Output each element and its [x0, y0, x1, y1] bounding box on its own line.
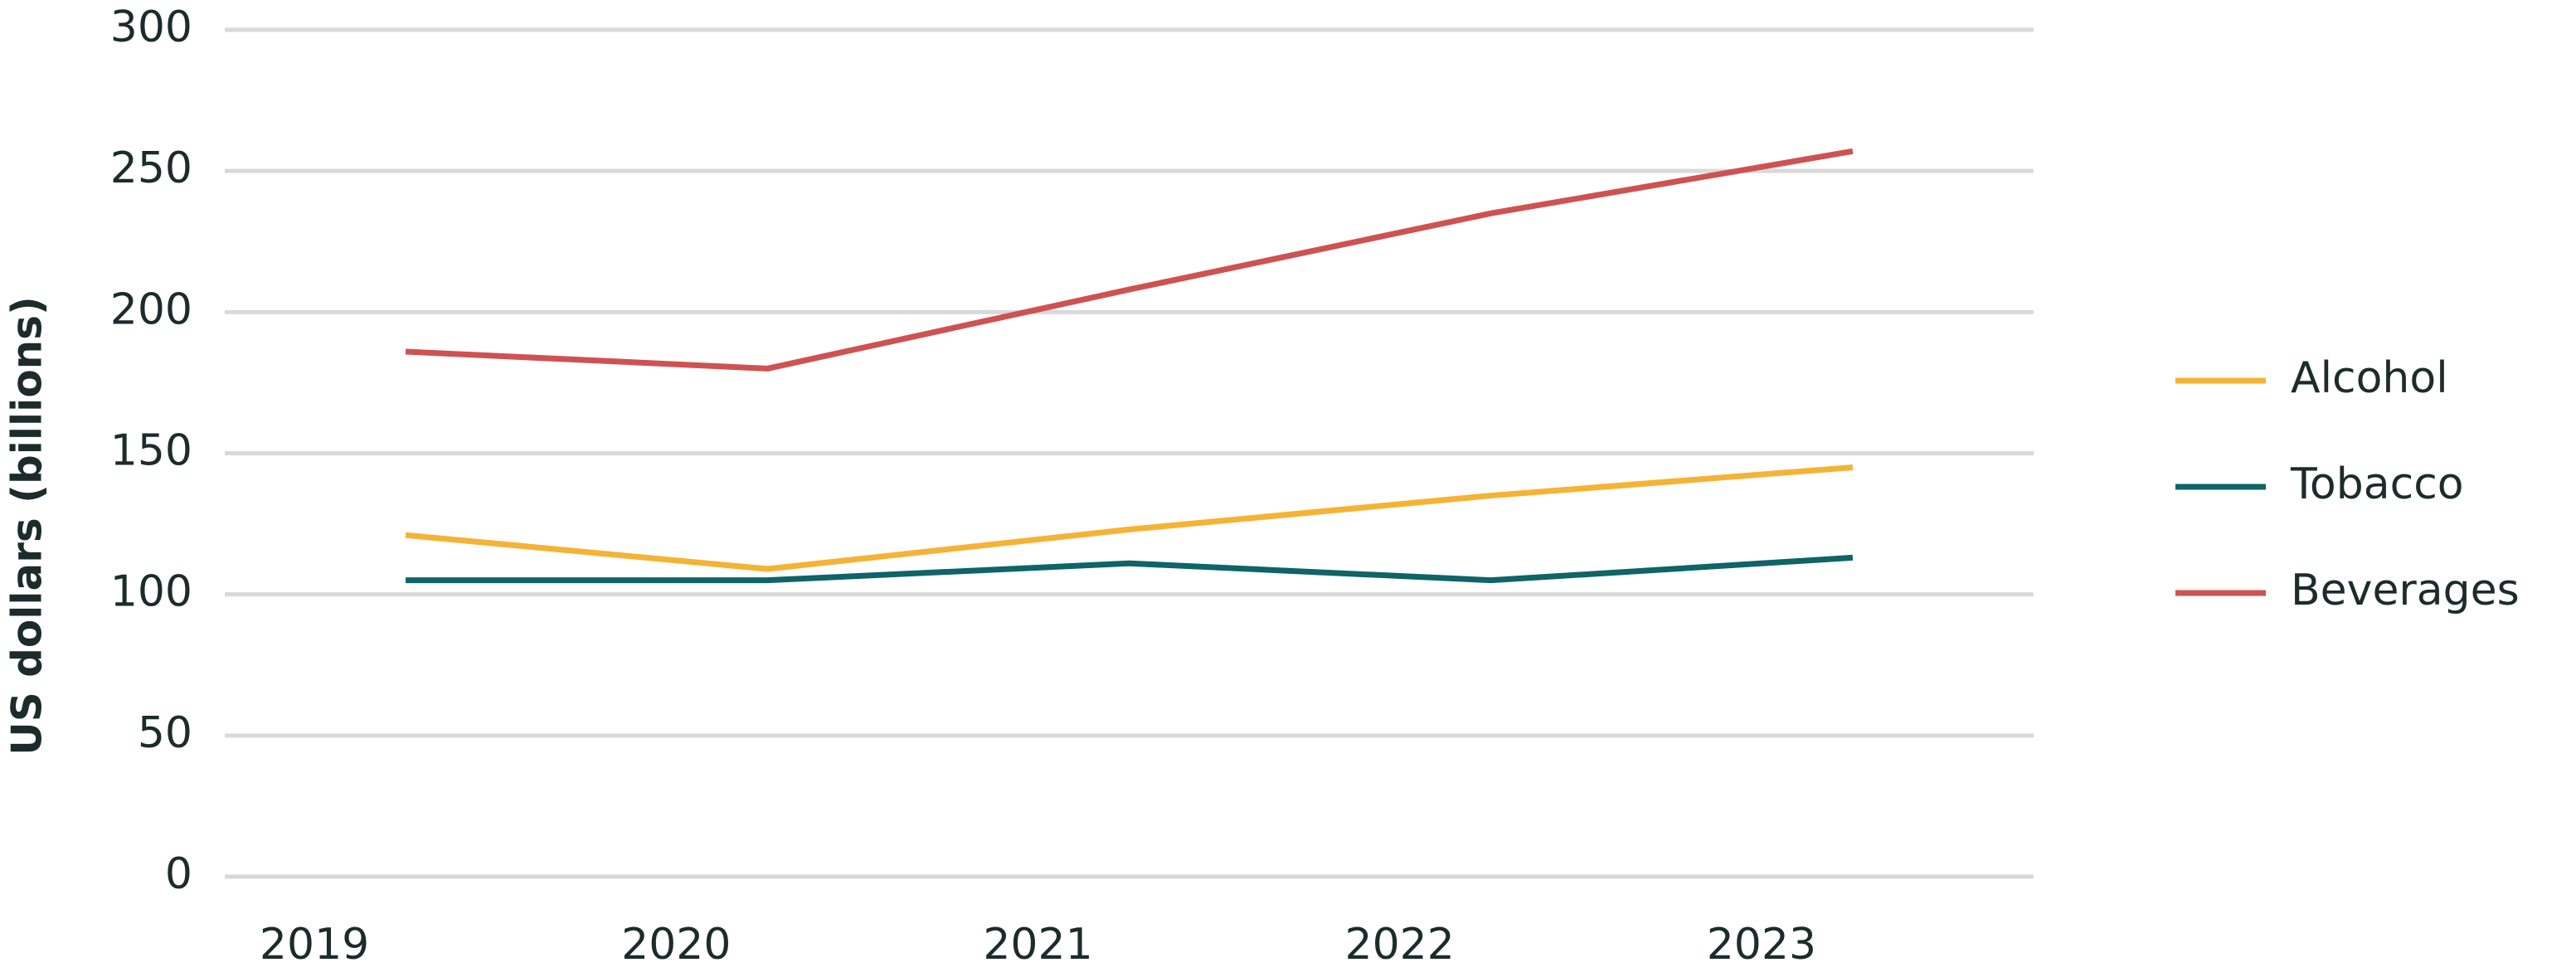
y-tick-label: 50 — [138, 708, 192, 758]
y-tick-label: 300 — [110, 2, 192, 52]
legend-label: Alcohol — [2291, 353, 2448, 403]
data-line — [406, 554, 1854, 584]
x-tick-label: 2020 — [621, 920, 731, 970]
y-tick-label: 100 — [110, 567, 192, 617]
legend-label: Beverages — [2291, 566, 2520, 615]
data-line — [405, 148, 1854, 372]
y-axis-title: US dollars (billions) — [3, 296, 51, 756]
y-tick-label: 0 — [165, 849, 192, 899]
legend-label: Tobacco — [2290, 459, 2464, 509]
y-tick-label: 150 — [110, 426, 192, 476]
x-tick-label: 2022 — [1345, 920, 1455, 970]
y-tick-label: 250 — [110, 143, 192, 193]
y-tick-label: 200 — [110, 284, 192, 334]
x-tick-label: 2021 — [983, 920, 1092, 970]
x-tick-label: 2019 — [260, 920, 369, 970]
x-tick-label: 2023 — [1707, 920, 1816, 970]
data-line — [405, 464, 1854, 572]
